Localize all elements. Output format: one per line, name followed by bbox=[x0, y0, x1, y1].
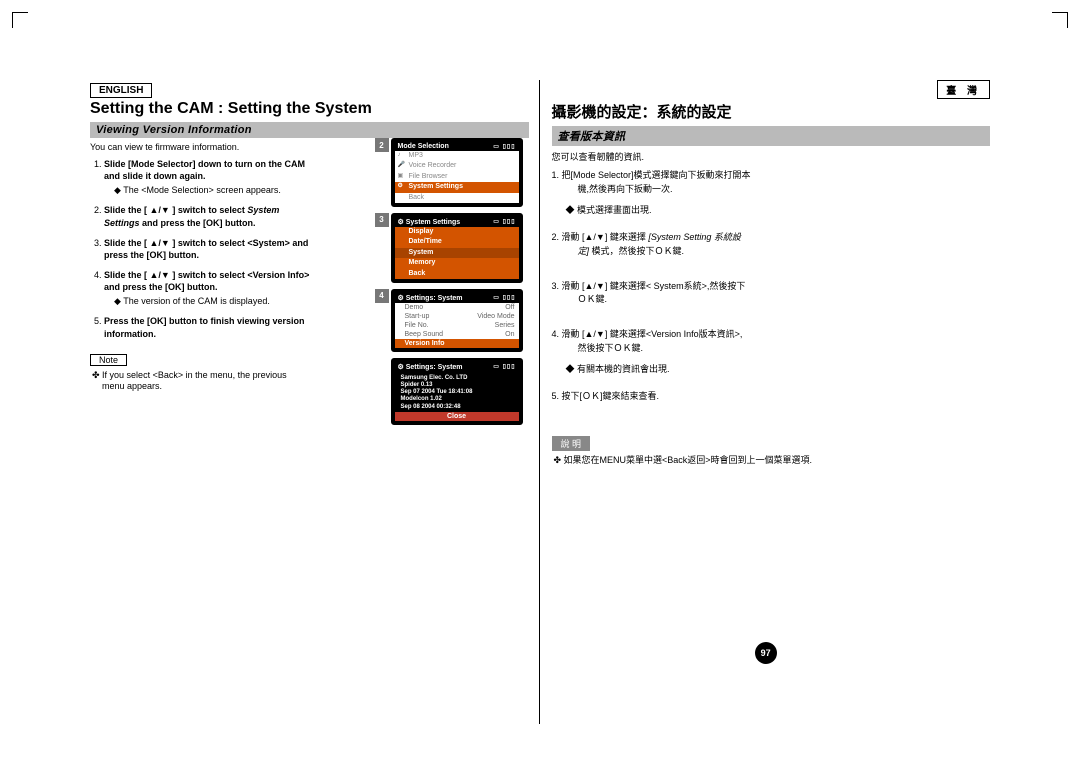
lang-badge-en: ENGLISH bbox=[90, 83, 152, 98]
note-label-zh: 說 明 bbox=[552, 436, 591, 451]
step-zh-5: 5. 按下[ＯＫ]鍵來結束查看. bbox=[552, 390, 991, 404]
battery-icon: ▭ ▯▯▯ bbox=[493, 143, 515, 150]
folder-icon: ▣ bbox=[398, 173, 404, 180]
column-chinese: 臺 灣 攝影機的設定：系統的設定 查看版本資訊 您可以查看韌體的資訊. 1. 把… bbox=[546, 80, 991, 724]
step-zh-2: 2. 滑動 [▲/▼] 鍵來選擇 [System Setting 系統設 定] … bbox=[552, 231, 991, 258]
note-text-zh: ✤ 如果您在MENU菜單中選<Back返回>時會回到上一個菜單選項. bbox=[552, 455, 991, 467]
crop-mark-tl bbox=[12, 12, 28, 28]
note-text-en: ✤ If you select <Back> in the menu, the … bbox=[90, 370, 310, 393]
step-4: Slide the [ ▲/▼ ] switch to select <Vers… bbox=[104, 269, 310, 307]
step-zh-4: 4. 滑動 [▲/▼] 鍵來選擇<Version Info版本資訊>, 然後按下… bbox=[552, 328, 991, 355]
gear-icon: ⚙ bbox=[398, 295, 404, 302]
battery-icon: ▭ ▯▯▯ bbox=[493, 218, 515, 225]
screenshots-column: 2 Mode Selection▭ ▯▯▯ ♪MP3 🎤Voice Record… bbox=[391, 138, 529, 431]
close-button: Close bbox=[395, 412, 519, 421]
crop-mark-tr bbox=[1052, 12, 1068, 28]
section-bar-zh: 查看版本資訊 bbox=[552, 126, 991, 146]
lang-badge-zh: 臺 灣 bbox=[937, 80, 990, 99]
note-label-en: Note bbox=[90, 354, 127, 366]
gear-icon: ⚙ bbox=[398, 219, 404, 226]
step-badge-2: 2 bbox=[375, 138, 389, 152]
step-5: Press the [OK] button to finish viewing … bbox=[104, 315, 310, 339]
battery-icon: ▭ ▯▯▯ bbox=[493, 294, 515, 301]
gear-icon: ⚙ bbox=[398, 183, 403, 190]
step-badge-4: 4 bbox=[375, 289, 389, 303]
intro-zh: 您可以查看韌體的資訊. bbox=[552, 150, 991, 163]
step-2: Slide the [ ▲/▼ ] switch to select Syste… bbox=[104, 204, 310, 228]
screen-mode-selection: Mode Selection▭ ▯▯▯ ♪MP3 🎤Voice Recorder… bbox=[391, 138, 523, 207]
column-english: ENGLISH Setting the CAM : Setting the Sy… bbox=[90, 80, 533, 724]
title-en: Setting the CAM : Setting the System bbox=[90, 100, 529, 118]
gear-icon: ⚙ bbox=[398, 364, 404, 371]
step-1: Slide [Mode Selector] down to turn on th… bbox=[104, 158, 310, 196]
screen-settings-system: ⚙ Settings: System▭ ▯▯▯ DemoOff Start-up… bbox=[391, 289, 523, 352]
step-zh-3: 3. 滑動 [▲/▼] 鍵來選擇< System系統>,然後按下 ＯＫ鍵. bbox=[552, 280, 991, 307]
steps-en: Slide [Mode Selector] down to turn on th… bbox=[90, 158, 310, 340]
vertical-divider bbox=[539, 80, 540, 724]
music-icon: ♪ bbox=[398, 152, 401, 159]
battery-icon: ▭ ▯▯▯ bbox=[493, 363, 515, 370]
step-zh-1: 1. 把[Mode Selector]模式選擇鍵向下扳動來打開本 機,然後再向下… bbox=[552, 169, 991, 196]
steps-zh: 1. 把[Mode Selector]模式選擇鍵向下扳動來打開本 機,然後再向下… bbox=[552, 169, 991, 404]
screen-version-info: ⚙ Settings: System▭ ▯▯▯ Samsung Elec. Co… bbox=[391, 358, 523, 425]
title-zh: 攝影機的設定：系統的設定 bbox=[552, 101, 991, 122]
page-number: 97 bbox=[755, 642, 777, 664]
step-badge-3: 3 bbox=[375, 213, 389, 227]
mic-icon: 🎤 bbox=[398, 162, 405, 169]
step-3: Slide the [ ▲/▼ ] switch to select <Syst… bbox=[104, 237, 310, 261]
section-bar-en: Viewing Version Information bbox=[90, 122, 529, 138]
screen-system-settings: ⚙ System Settings▭ ▯▯▯ Display Date/Time… bbox=[391, 213, 523, 283]
